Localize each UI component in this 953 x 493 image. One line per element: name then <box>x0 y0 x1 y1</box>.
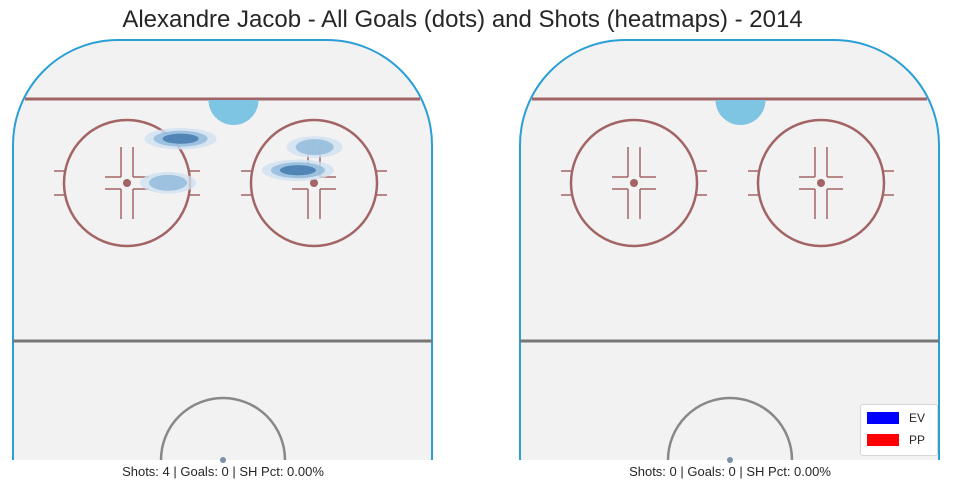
right-center-dot <box>727 457 733 463</box>
right-ice-surface <box>520 40 939 460</box>
left-center-circle <box>159 396 287 461</box>
right-panel-caption: Shots: 0 | Goals: 0 | SH Pct: 0.00% <box>629 464 831 479</box>
left-shot-density-4 <box>286 136 343 158</box>
legend-swatch-ev <box>867 412 899 424</box>
left-rink <box>12 39 433 463</box>
legend-entry-pp: PP <box>867 432 925 448</box>
left-panel-caption: Shots: 4 | Goals: 0 | SH Pct: 0.00% <box>122 464 324 479</box>
legend-label-ev: EV <box>909 411 926 425</box>
right-rink <box>519 39 940 463</box>
legend-label-pp: PP <box>909 433 926 447</box>
left-shot-density-2 <box>140 172 197 194</box>
left-shot-density-1 <box>144 127 217 150</box>
right-boards <box>519 39 940 460</box>
chart-title: Alexandre Jacob - All Goals (dots) and S… <box>122 6 803 33</box>
right-crease <box>715 100 766 125</box>
left-center-dot <box>220 457 226 463</box>
left-crease <box>208 100 259 125</box>
legend-swatch-pp <box>867 434 899 446</box>
legend: EV PP <box>860 404 938 456</box>
left-shot-density-3 <box>261 159 334 181</box>
legend-entry-ev: EV <box>867 410 925 426</box>
right-center-circle <box>666 396 794 461</box>
right-faceoff-circle-1 <box>561 118 707 248</box>
left-boards <box>12 39 433 460</box>
right-faceoff-circle-2 <box>748 118 894 248</box>
